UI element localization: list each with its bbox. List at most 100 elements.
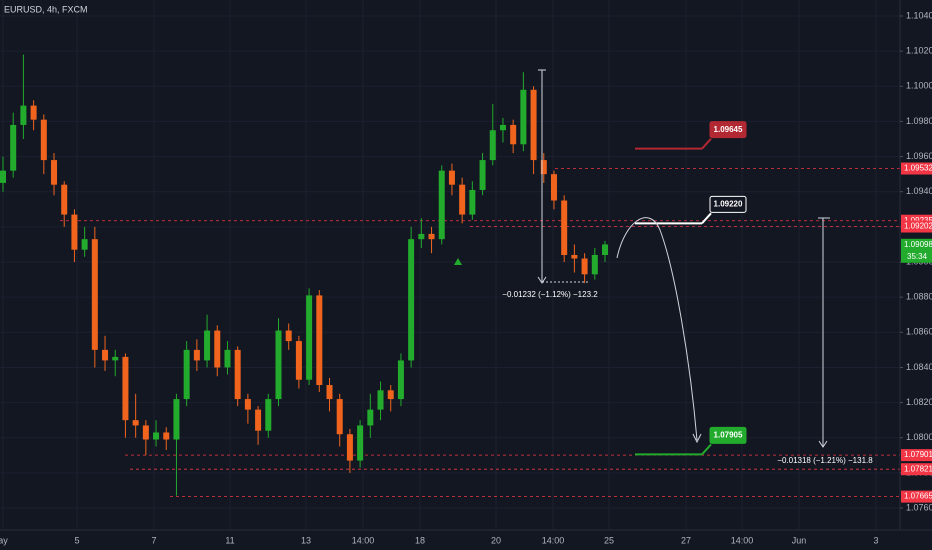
candle-body [30,105,37,120]
x-tick-label: 27 [681,535,691,545]
candle-body [428,233,435,240]
candle-body [520,89,527,145]
candle-body [540,160,547,175]
y-tick-label: 1.07600 [906,502,932,512]
y-tick-label: 1.08600 [906,327,932,337]
y-tick-label: 1.08000 [906,432,932,442]
y-tick-label: 1.09600 [906,151,932,161]
price-tag-label: 1.07665 [904,492,932,501]
x-tick-label: 18 [415,535,425,545]
countdown-label: 35:34 [907,252,928,261]
candle-body [510,124,517,145]
x-tick-label: 5 [74,535,79,545]
grid [0,0,900,530]
candle-body [142,425,149,440]
x-tick-label: 14:00 [352,535,375,545]
candle-body [244,399,251,410]
x-tick-label: 14:00 [731,535,754,545]
candle-body [326,385,333,400]
candle-body [122,356,129,421]
target-label: 1.09645 [714,125,743,134]
chart-title: EURUSD, 4h, FXCM [4,4,88,14]
candle-body [550,174,557,201]
candle-body [40,119,47,161]
candle-body [459,184,466,215]
last-price-label: 1.09098 [904,240,932,249]
target-connector [701,443,712,456]
x-tick-label: 3 [873,535,878,545]
measure-label: −0.01318 (−1.21%) −131.8 [777,456,873,465]
candle-body [367,409,374,426]
y-tick-label: 1.08200 [906,397,932,407]
candle-body [581,258,588,275]
last-price-tag [901,238,932,263]
candle-body [377,390,384,410]
price-tag-label: 1.09235 [904,216,932,225]
candle-body [234,349,241,400]
target-connector [701,212,712,225]
y-tick-label: 1.09800 [906,116,932,126]
y-tick-label: 1.08800 [906,292,932,302]
y-tick-label: 1.10200 [906,46,932,56]
y-tick-label: 1.09400 [906,186,932,196]
candle-body [112,356,119,361]
candle-body [346,434,353,461]
target-label: 1.07905 [714,431,743,440]
candle-body [10,124,17,171]
x-tick-label: 13 [301,535,311,545]
price-tag [901,162,932,175]
candle-body [499,124,506,131]
candle-body [561,200,568,255]
x-tick-label: 14:00 [542,535,565,545]
price-tag [901,220,932,233]
x-tick-label: 20 [491,535,501,545]
projection-arrowhead [692,433,702,444]
target-connector [701,137,712,150]
candle-body [183,349,190,400]
candle-body [418,233,425,240]
candle-body [255,409,262,431]
target-box [709,121,747,139]
candle-body [591,254,598,275]
candle-body [275,330,282,400]
candle-body [71,214,78,250]
candle-body [132,420,139,426]
candle-body [265,399,272,431]
candle-body [214,330,221,368]
candle-body [295,341,302,380]
candle-body [489,130,496,161]
measure-arrow [818,440,828,448]
candle-body [224,349,231,368]
y-tick-label: 1.10000 [906,81,932,91]
candle-body [102,349,109,361]
price-tag [901,449,932,462]
price-tag-label: 1.07901 [904,450,932,459]
candle-body [61,184,68,215]
candle-body [173,399,180,440]
measure-label: −0.01232 (−1.12%) −123.2 [502,290,598,299]
x-tick-label: 25 [604,535,614,545]
price-tag-label: 1.07821 [904,464,932,473]
candle-body [163,432,170,440]
candle-body [20,105,27,125]
candle-body [81,239,88,250]
candle-body [193,349,200,361]
candle-body [571,254,578,259]
candle-body [285,330,292,342]
price-tag-label: 1.09202 [904,222,932,231]
projection-curve [616,217,698,441]
candle-body [336,399,343,435]
candle-body [438,170,445,240]
candle-body [51,160,58,185]
signal-triangle [454,258,462,265]
candle-body [316,295,323,386]
price-tag-label: 1.09532 [904,164,932,173]
candle-body [479,160,486,190]
candle-body [306,295,313,380]
candle-body [357,425,364,461]
candle-body [530,89,537,161]
x-tick-label: ay [0,535,8,545]
target-label: 1.09220 [714,199,743,208]
candle-body [0,170,6,183]
